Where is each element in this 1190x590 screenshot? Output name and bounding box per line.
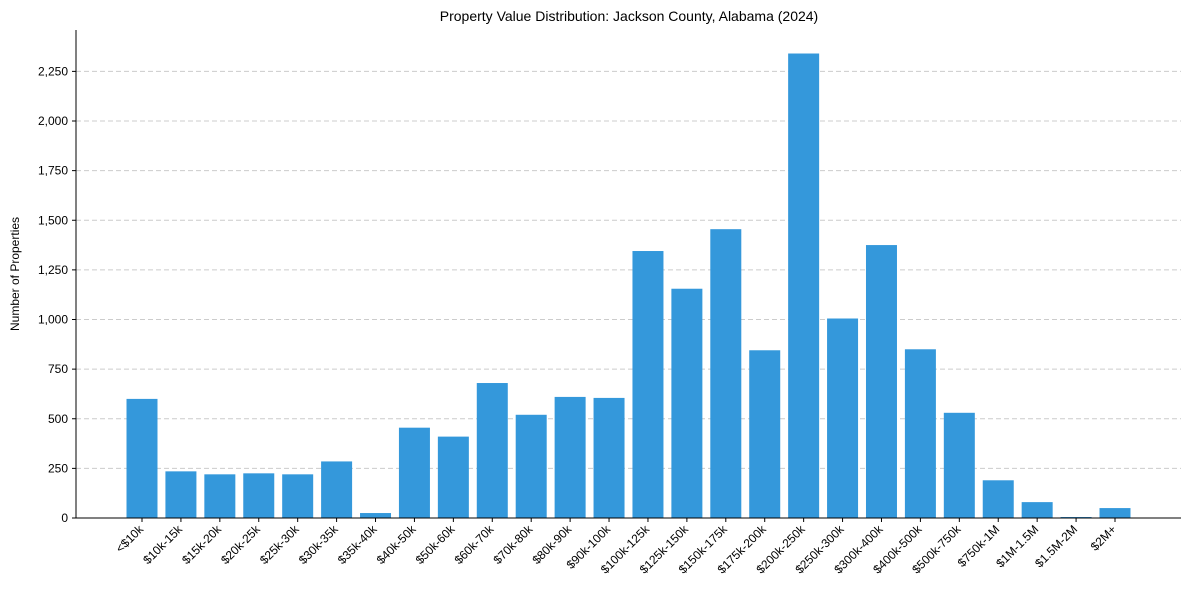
bar xyxy=(476,383,508,518)
x-tick-label: $60k-70k xyxy=(452,522,498,568)
bar xyxy=(1021,502,1053,518)
bar xyxy=(710,229,742,518)
bar xyxy=(554,396,586,518)
y-tick-label: 1,750 xyxy=(38,164,68,178)
bar xyxy=(904,349,936,518)
bar xyxy=(1099,508,1131,518)
x-tick-label: <$10k xyxy=(113,522,147,556)
bar xyxy=(360,513,392,518)
y-tick-label: 2,000 xyxy=(38,114,68,128)
x-axis-ticks: <$10k$10k-15k$15k-20k$20k-25k$25k-30k$30… xyxy=(113,518,1119,576)
bars xyxy=(126,53,1131,518)
y-tick-label: 1,000 xyxy=(38,313,68,327)
bar xyxy=(165,471,197,518)
y-tick-label: 1,250 xyxy=(38,263,68,277)
x-tick-label: $70k-80k xyxy=(491,522,537,568)
x-tick-label: $1.5M-2M xyxy=(1032,522,1080,570)
x-tick-label: $35k-40k xyxy=(335,522,381,568)
bar xyxy=(671,288,703,518)
x-tick-label: $40k-50k xyxy=(374,522,420,568)
x-tick-label: $25k-30k xyxy=(257,522,303,568)
x-tick-label: $20k-25k xyxy=(218,522,264,568)
chart-title: Property Value Distribution: Jackson Cou… xyxy=(440,8,818,24)
y-tick-label: 1,500 xyxy=(38,213,68,227)
bar xyxy=(282,474,314,518)
bar xyxy=(243,473,275,518)
x-tick-label: $2M+ xyxy=(1088,522,1119,553)
bar xyxy=(398,427,430,518)
y-axis-label: Number of Properties xyxy=(8,217,22,331)
bar xyxy=(749,350,781,518)
bar xyxy=(593,397,625,518)
y-tick-label: 500 xyxy=(48,412,68,426)
bar xyxy=(827,318,859,518)
y-tick-label: 2,250 xyxy=(38,64,68,78)
bar xyxy=(204,474,236,518)
y-axis-ticks: 0 250 500 750 1,000 1,250 1,500 1,750 2,000 2,250 xyxy=(38,64,76,525)
bar xyxy=(437,436,469,518)
y-tick-label: 0 xyxy=(61,511,68,525)
bar xyxy=(515,414,547,518)
bar xyxy=(321,461,353,518)
x-tick-label: $15k-20k xyxy=(179,522,225,568)
y-tick-label: 250 xyxy=(48,461,68,475)
bar xyxy=(126,398,158,518)
x-tick-label: $50k-60k xyxy=(413,522,459,568)
bar xyxy=(982,480,1014,518)
y-tick-label: 750 xyxy=(48,362,68,376)
x-tick-label: $10k-15k xyxy=(140,522,186,568)
x-tick-label: $30k-35k xyxy=(296,522,342,568)
grid-lines xyxy=(76,70,1181,469)
bar xyxy=(788,53,820,518)
bar xyxy=(632,251,664,518)
bar xyxy=(865,245,897,518)
bar xyxy=(943,412,975,518)
